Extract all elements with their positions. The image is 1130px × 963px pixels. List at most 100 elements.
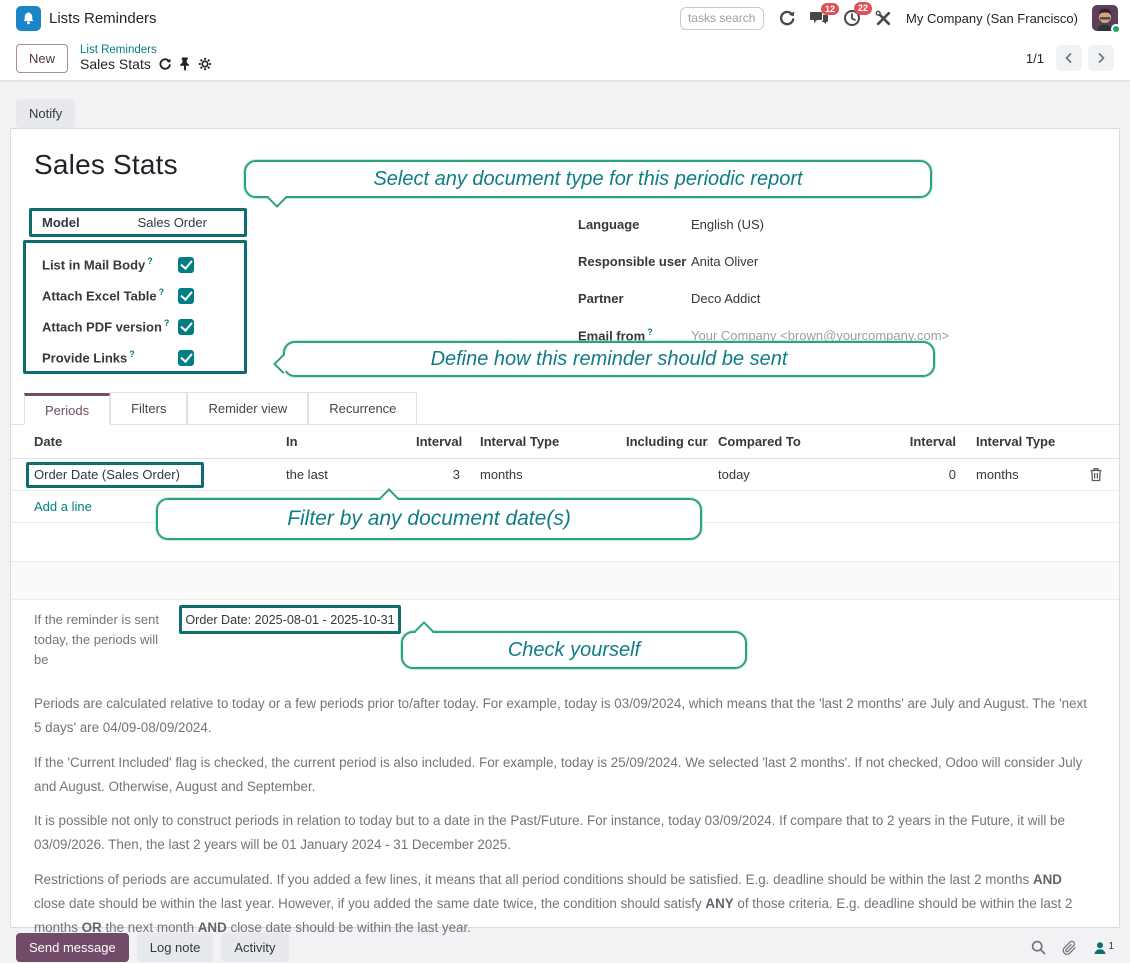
period-row[interactable]: Order Date (Sales Order) the last 3 mont…	[11, 459, 1119, 491]
option-list-in-mail-body: List in Mail Body?	[42, 249, 232, 280]
sync-icon[interactable]	[778, 9, 796, 27]
activity-button[interactable]: Activity	[221, 933, 289, 962]
partner-label: Partner	[578, 290, 624, 306]
add-a-line-link[interactable]: Add a line	[34, 499, 92, 514]
new-button[interactable]: New	[16, 43, 69, 73]
period-interval-type-cell[interactable]: months	[480, 467, 523, 482]
activities-badge: 22	[854, 2, 873, 15]
help-icon[interactable]: ?	[129, 349, 135, 360]
callout-select-doc-type: Select any document type for this period…	[244, 160, 932, 208]
callout-tail	[267, 188, 287, 208]
model-field[interactable]: Model Sales Order	[29, 208, 247, 237]
tab-filters[interactable]: Filters	[110, 392, 188, 424]
period-interval-type2-cell[interactable]: months	[976, 467, 1019, 482]
period-in-cell[interactable]: the last	[286, 467, 328, 482]
control-panel: New List Reminders Sales Stats 1/1	[0, 36, 1130, 80]
date-annotation-box	[26, 462, 204, 488]
period-interval2-cell[interactable]: 0	[948, 467, 956, 482]
search-messages-icon[interactable]	[1031, 940, 1046, 955]
help-icon[interactable]: ?	[158, 287, 165, 298]
checkbox-attach-pdf-version[interactable]	[178, 318, 194, 335]
col-header-date[interactable]: Date	[34, 434, 63, 449]
language-value[interactable]: English (US)	[691, 216, 764, 232]
app-title[interactable]: Lists Reminders	[49, 9, 157, 27]
activities-icon[interactable]: 22	[843, 2, 873, 27]
help-icon[interactable]: ?	[147, 256, 153, 267]
followers-count: 1	[1108, 940, 1114, 952]
language-label: Language	[578, 216, 640, 232]
app-bell-icon[interactable]	[16, 5, 41, 31]
checkbox-list-in-mail-body[interactable]	[178, 256, 194, 273]
gear-icon[interactable]	[198, 57, 212, 71]
top-navbar: Lists Reminders 12 22 My Company (San Fr…	[0, 0, 1130, 36]
option-provide-links: Provide Links?	[42, 342, 232, 373]
help-paragraph-2: If the 'Current Included' flag is checke…	[34, 754, 1083, 794]
preview-note: If the reminder is sent today, the perio…	[34, 612, 159, 668]
col-header-in[interactable]: In	[286, 434, 298, 449]
callout-check-yourself-text: Check yourself	[507, 638, 641, 661]
pin-icon[interactable]	[179, 57, 191, 72]
col-header-compared-to[interactable]: Compared To	[718, 434, 801, 449]
tools-icon[interactable]	[875, 10, 892, 27]
online-status-dot	[1111, 24, 1121, 34]
col-header-interval-type-2[interactable]: Interval Type	[976, 434, 1056, 449]
checkbox-provide-links[interactable]	[178, 349, 194, 366]
form-sheet: Sales Stats Select any document type for…	[10, 128, 1120, 935]
period-compared-to-cell[interactable]: today	[718, 467, 750, 482]
help-icon[interactable]: ?	[647, 326, 653, 337]
preview-range-value: Order Date: 2025-08-01 - 2025-10-31	[185, 612, 395, 627]
tab-remider-view[interactable]: Remider view	[187, 392, 309, 424]
send-message-button[interactable]: Send message	[16, 933, 129, 962]
period-date-cell[interactable]: Order Date (Sales Order)	[24, 462, 276, 488]
option-attach-excel-table: Attach Excel Table?	[42, 280, 232, 311]
preview-range-box: Order Date: 2025-08-01 - 2025-10-31	[179, 605, 401, 634]
messages-badge: 12	[821, 2, 840, 16]
tasks-search-input[interactable]	[680, 6, 765, 30]
model-label: Model	[42, 215, 80, 230]
responsible-user-field: Responsible user Anita Oliver	[578, 252, 758, 270]
callout-define-send: Define how this reminder should be sent	[273, 341, 935, 377]
pager-count: 1/1	[1025, 50, 1044, 66]
partner-field: Partner Deco Addict	[578, 289, 760, 307]
callout-filter-dates-text: Filter by any document date(s)	[287, 507, 571, 530]
user-avatar[interactable]	[1092, 5, 1121, 34]
attachment-icon[interactable]	[1062, 940, 1077, 956]
page-title: Sales Stats	[34, 149, 178, 180]
partner-value[interactable]: Deco Addict	[691, 290, 761, 306]
model-value[interactable]: Sales Order	[137, 215, 207, 230]
help-paragraph-1: Periods are calculated relative to today…	[34, 696, 1087, 735]
send-options-group: List in Mail Body? Attach Excel Table? A…	[23, 240, 247, 374]
log-note-button[interactable]: Log note	[136, 933, 214, 962]
period-interval-cell[interactable]: 3	[452, 467, 460, 482]
pager-next-button[interactable]	[1088, 45, 1114, 71]
tab-periods[interactable]: Periods	[24, 393, 111, 425]
help-icon[interactable]: ?	[163, 318, 170, 329]
col-header-interval-2[interactable]: Interval	[909, 434, 956, 449]
col-header-including-current[interactable]: Including cur...	[626, 434, 708, 449]
email-from-field: Email from? Your Company <brown@yourcomp…	[578, 326, 949, 344]
messages-icon[interactable]: 12	[810, 2, 840, 27]
notify-button[interactable]: Notify	[16, 99, 76, 128]
callout-tail	[273, 354, 293, 374]
period-including-current-cell[interactable]	[616, 467, 708, 482]
language-field: Language English (US)	[578, 215, 764, 233]
pager-prev-button[interactable]	[1056, 45, 1082, 71]
refresh-icon[interactable]	[158, 57, 172, 71]
callout-check-yourself: Check yourself	[401, 621, 747, 669]
responsible-user-value[interactable]: Anita Oliver	[691, 253, 759, 269]
help-paragraphs: Periods are calculated relative to today…	[11, 688, 1119, 940]
breadcrumb-current: Sales Stats	[80, 55, 151, 72]
callout-select-doc-type-text: Select any document type for this period…	[373, 167, 803, 190]
help-paragraph-4: Restrictions of periods are accumulated.…	[34, 872, 1073, 935]
col-header-interval[interactable]: Interval	[416, 434, 463, 449]
preview-section: If the reminder is sent today, the perio…	[11, 600, 1119, 688]
followers-icon[interactable]: 1	[1093, 941, 1114, 955]
checkbox-attach-excel-table[interactable]	[178, 287, 194, 304]
tab-recurrence[interactable]: Recurrence	[308, 392, 418, 424]
company-switcher[interactable]: My Company (San Francisco)	[906, 10, 1078, 26]
col-header-interval-type[interactable]: Interval Type	[480, 434, 560, 449]
email-from-placeholder[interactable]: Your Company <brown@yourcompany.com>	[691, 327, 950, 343]
delete-row-button[interactable]	[1070, 467, 1109, 482]
pager: 1/1	[1026, 45, 1114, 71]
breadcrumb-parent[interactable]: List Reminders	[80, 43, 157, 56]
